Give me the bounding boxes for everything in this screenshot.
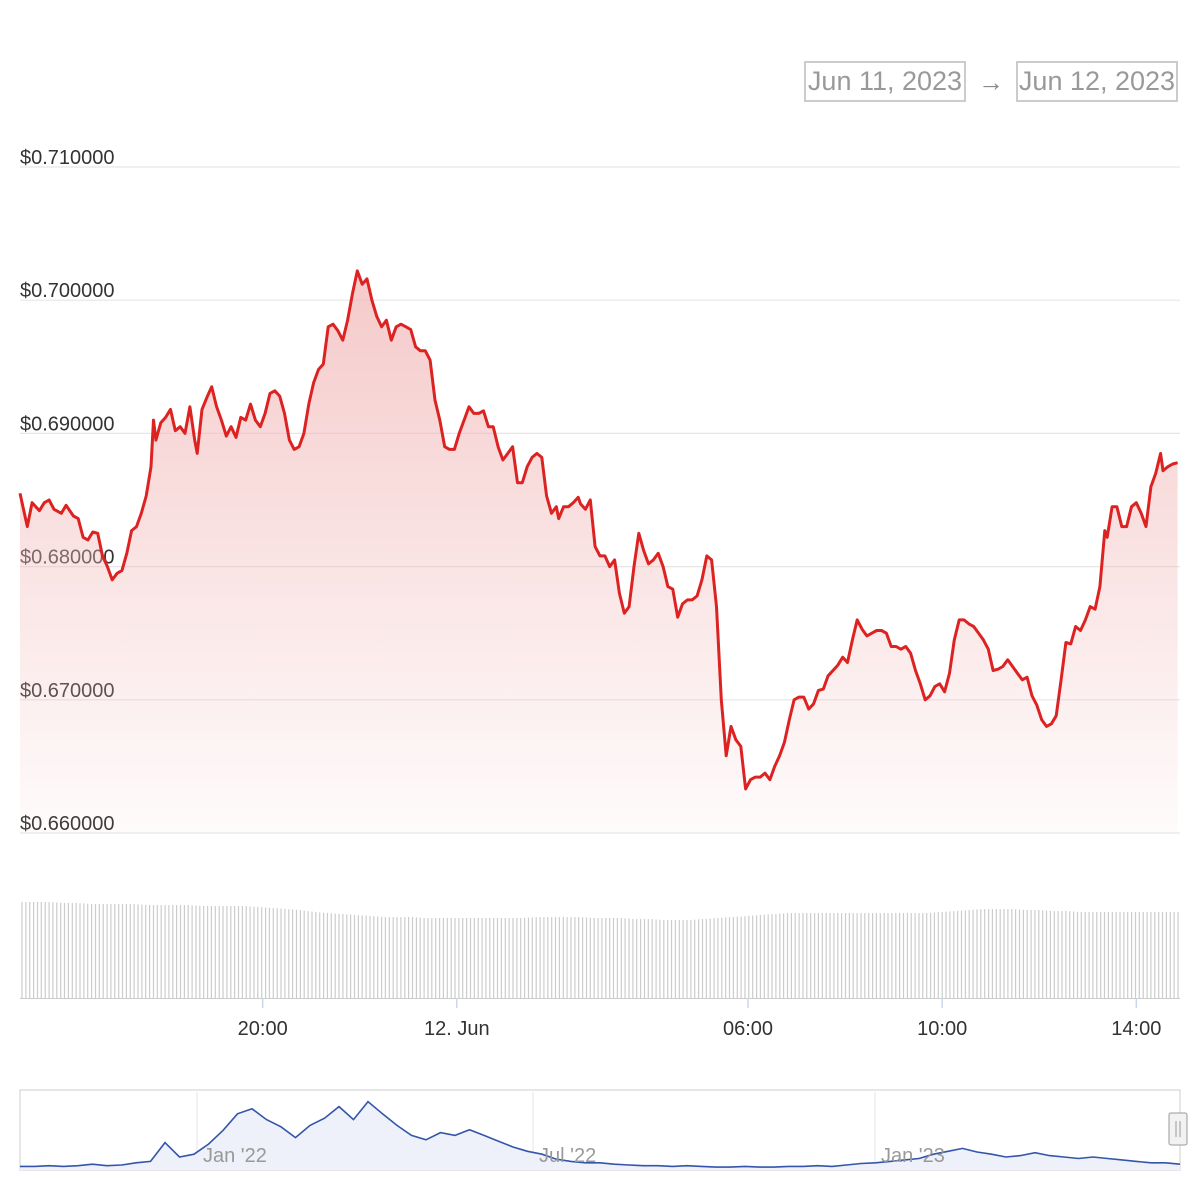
x-axis-labels: 20:00 12. Jun 06:00 10:00 14:00 [238, 998, 1161, 1040]
navigator-tick-label: Jan '22 [203, 1145, 267, 1167]
x-tick-label: 10:00 [917, 1018, 967, 1040]
y-tick-label: $0.700000 [20, 280, 115, 302]
y-tick-label: $0.710000 [20, 147, 115, 169]
range-to-input[interactable]: Jun 12, 2023 [1016, 61, 1178, 102]
x-tick-label: 14:00 [1111, 1018, 1161, 1040]
x-tick-label: 12. Jun [424, 1018, 490, 1040]
volume-bars [21, 902, 1179, 998]
x-tick-label: 06:00 [723, 1018, 773, 1040]
range-from-input[interactable]: Jun 11, 2023 [804, 61, 966, 102]
price-line [18, 269, 1178, 791]
navigator-line [20, 1100, 1181, 1168]
navigator[interactable]: Jan '22 Jul '22 Jan '23 [19, 1089, 1188, 1171]
navigator-labels: Jan '22 Jul '22 Jan '23 [203, 1145, 945, 1167]
x-tick-label: 20:00 [238, 1018, 288, 1040]
navigator-tick-label: Jul '22 [539, 1145, 596, 1167]
y-tick-label: $0.690000 [20, 413, 115, 435]
navigator-area [20, 1101, 1180, 1170]
navigator-tick-label: Jan '23 [881, 1145, 945, 1167]
price-area-fill [20, 270, 1178, 833]
navigator-handle[interactable] [1168, 1112, 1188, 1146]
range-arrow-icon: → [978, 67, 1004, 97]
